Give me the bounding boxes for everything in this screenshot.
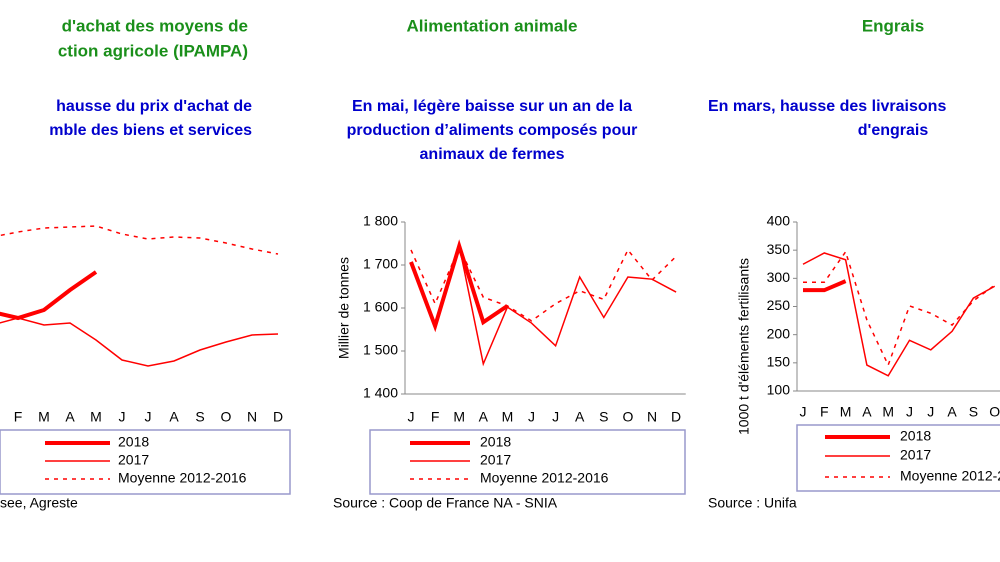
series-line	[0, 317, 279, 367]
chart-subtitle: production d’aliments composés pour	[347, 122, 638, 139]
series-line	[802, 252, 996, 377]
legend-box	[369, 429, 686, 495]
x-tick-label: J	[145, 409, 152, 425]
x-tick-label: O	[989, 404, 1000, 420]
x-tick-label: A	[479, 409, 489, 425]
legend-label: Moyenne 2012-2016	[900, 468, 1000, 484]
y-tick-label: 1 400	[363, 385, 398, 401]
y-tick-label: 100	[767, 382, 791, 398]
series-line	[410, 245, 677, 367]
legend-label: 2017	[900, 447, 931, 463]
x-tick-label: S	[599, 409, 608, 425]
y-tick-label: 1 500	[363, 342, 398, 358]
x-tick-label: J	[906, 404, 913, 420]
x-tick-label: J	[927, 404, 934, 420]
y-tick-label: 350	[767, 241, 791, 257]
x-tick-label: M	[502, 409, 514, 425]
x-tick-label: D	[273, 409, 283, 425]
x-tick-label: M	[90, 409, 102, 425]
chart-title: d'achat des moyens de	[62, 16, 248, 35]
x-tick-label: A	[862, 404, 872, 420]
y-tick-label: 150	[767, 354, 791, 370]
x-tick-label: M	[38, 409, 50, 425]
x-tick-label: D	[671, 409, 681, 425]
x-tick-label: J	[408, 409, 415, 425]
legend-box	[796, 424, 1000, 492]
x-tick-label: J	[552, 409, 559, 425]
x-tick-label: A	[575, 409, 585, 425]
x-tick-label: F	[431, 409, 440, 425]
x-tick-label: O	[622, 409, 633, 425]
legend-box	[0, 429, 291, 495]
legend-label: Moyenne 2012-2016	[480, 470, 609, 486]
source-note: see, Agreste	[0, 495, 78, 511]
x-tick-label: M	[882, 404, 894, 420]
y-tick-label: 300	[767, 269, 791, 285]
y-tick-label: 400	[767, 213, 791, 229]
legend-label: 2017	[118, 452, 149, 468]
series-line	[410, 246, 677, 322]
x-tick-label: M	[840, 404, 852, 420]
x-tick-label: A	[65, 409, 75, 425]
x-tick-label: J	[528, 409, 535, 425]
chart-title: ction agricole (IPAMPA)	[58, 41, 248, 60]
chart-subtitle: mble des biens et services	[49, 122, 252, 139]
y-tick-label: 1 600	[363, 299, 398, 315]
x-tick-label: M	[453, 409, 465, 425]
chart-subtitle: En mars, hausse des livraisons	[708, 98, 946, 115]
legend-label: 2017	[480, 452, 511, 468]
x-tick-label: J	[800, 404, 807, 420]
x-tick-label: F	[820, 404, 829, 420]
x-tick-label: J	[119, 409, 126, 425]
y-tick-label: 1 800	[363, 213, 398, 229]
legend-label: 2018	[480, 434, 511, 450]
series-line	[803, 279, 847, 293]
y-tick-label: 200	[767, 325, 791, 341]
series-line	[0, 225, 279, 255]
chart-subtitle: hausse du prix d'achat de	[56, 98, 252, 115]
source-note: Source : Unifa	[708, 495, 797, 511]
legend-label: 2018	[118, 434, 149, 450]
chart-title: Engrais	[862, 16, 924, 35]
x-tick-label: A	[169, 409, 179, 425]
x-tick-label: O	[221, 409, 232, 425]
chart-subtitle: d'engrais	[858, 122, 929, 139]
x-tick-label: S	[969, 404, 978, 420]
y-axis-label: 1000 t d'éléments fertilisants	[736, 258, 752, 435]
chart-subtitle: En mai, légère baisse sur un an de la	[352, 98, 632, 115]
chart-subtitle: animaux de fermes	[420, 146, 565, 163]
y-tick-label: 1 700	[363, 256, 398, 272]
legend-label: 2018	[900, 428, 931, 444]
series-line	[409, 239, 509, 333]
x-tick-label: N	[247, 409, 257, 425]
y-axis-label: Millier de tonnes	[336, 257, 352, 359]
chart-title: Alimentation animale	[407, 16, 578, 35]
x-tick-label: A	[947, 404, 957, 420]
legend-label: Moyenne 2012-2016	[118, 470, 247, 486]
source-note: Source : Coop de France NA - SNIA	[333, 495, 558, 511]
y-tick-label: 250	[767, 297, 791, 313]
series-line	[0, 270, 98, 321]
x-tick-label: S	[195, 409, 204, 425]
x-tick-label: F	[14, 409, 23, 425]
series-line	[803, 250, 996, 368]
x-tick-label: N	[647, 409, 657, 425]
